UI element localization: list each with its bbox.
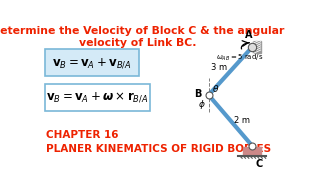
Text: $\theta$: $\theta$ [212, 83, 219, 94]
Text: $\mathbf{v}_B = \mathbf{v}_A + \boldsymbol{\omega} \times \mathbf{r}_{B/A}$: $\mathbf{v}_B = \mathbf{v}_A + \boldsymb… [46, 91, 149, 104]
Text: CHAPTER 16: CHAPTER 16 [46, 130, 119, 140]
FancyBboxPatch shape [45, 84, 150, 111]
Text: C: C [256, 159, 263, 168]
Bar [253, 41, 261, 53]
Text: A: A [244, 30, 252, 40]
Text: velocity of Link BC.: velocity of Link BC. [79, 38, 197, 48]
FancyBboxPatch shape [45, 49, 139, 76]
Text: PLANER KINEMATICS OF RIGID BODIES: PLANER KINEMATICS OF RIGID BODIES [46, 144, 271, 154]
Text: $\phi$: $\phi$ [198, 98, 205, 111]
Text: 3 m: 3 m [211, 63, 227, 72]
Bar [243, 147, 261, 155]
Text: B: B [194, 89, 201, 99]
Text: $\omega_{AB} = 5$ rad/s: $\omega_{AB} = 5$ rad/s [216, 53, 263, 63]
Text: Determine the Velocity of Block C & the angular: Determine the Velocity of Block C & the … [0, 26, 285, 36]
Text: $\mathbf{v}_B = \mathbf{v}_A + \mathbf{v}_{B/A}$: $\mathbf{v}_B = \mathbf{v}_A + \mathbf{v… [52, 56, 132, 70]
Text: 2 m: 2 m [234, 116, 250, 125]
